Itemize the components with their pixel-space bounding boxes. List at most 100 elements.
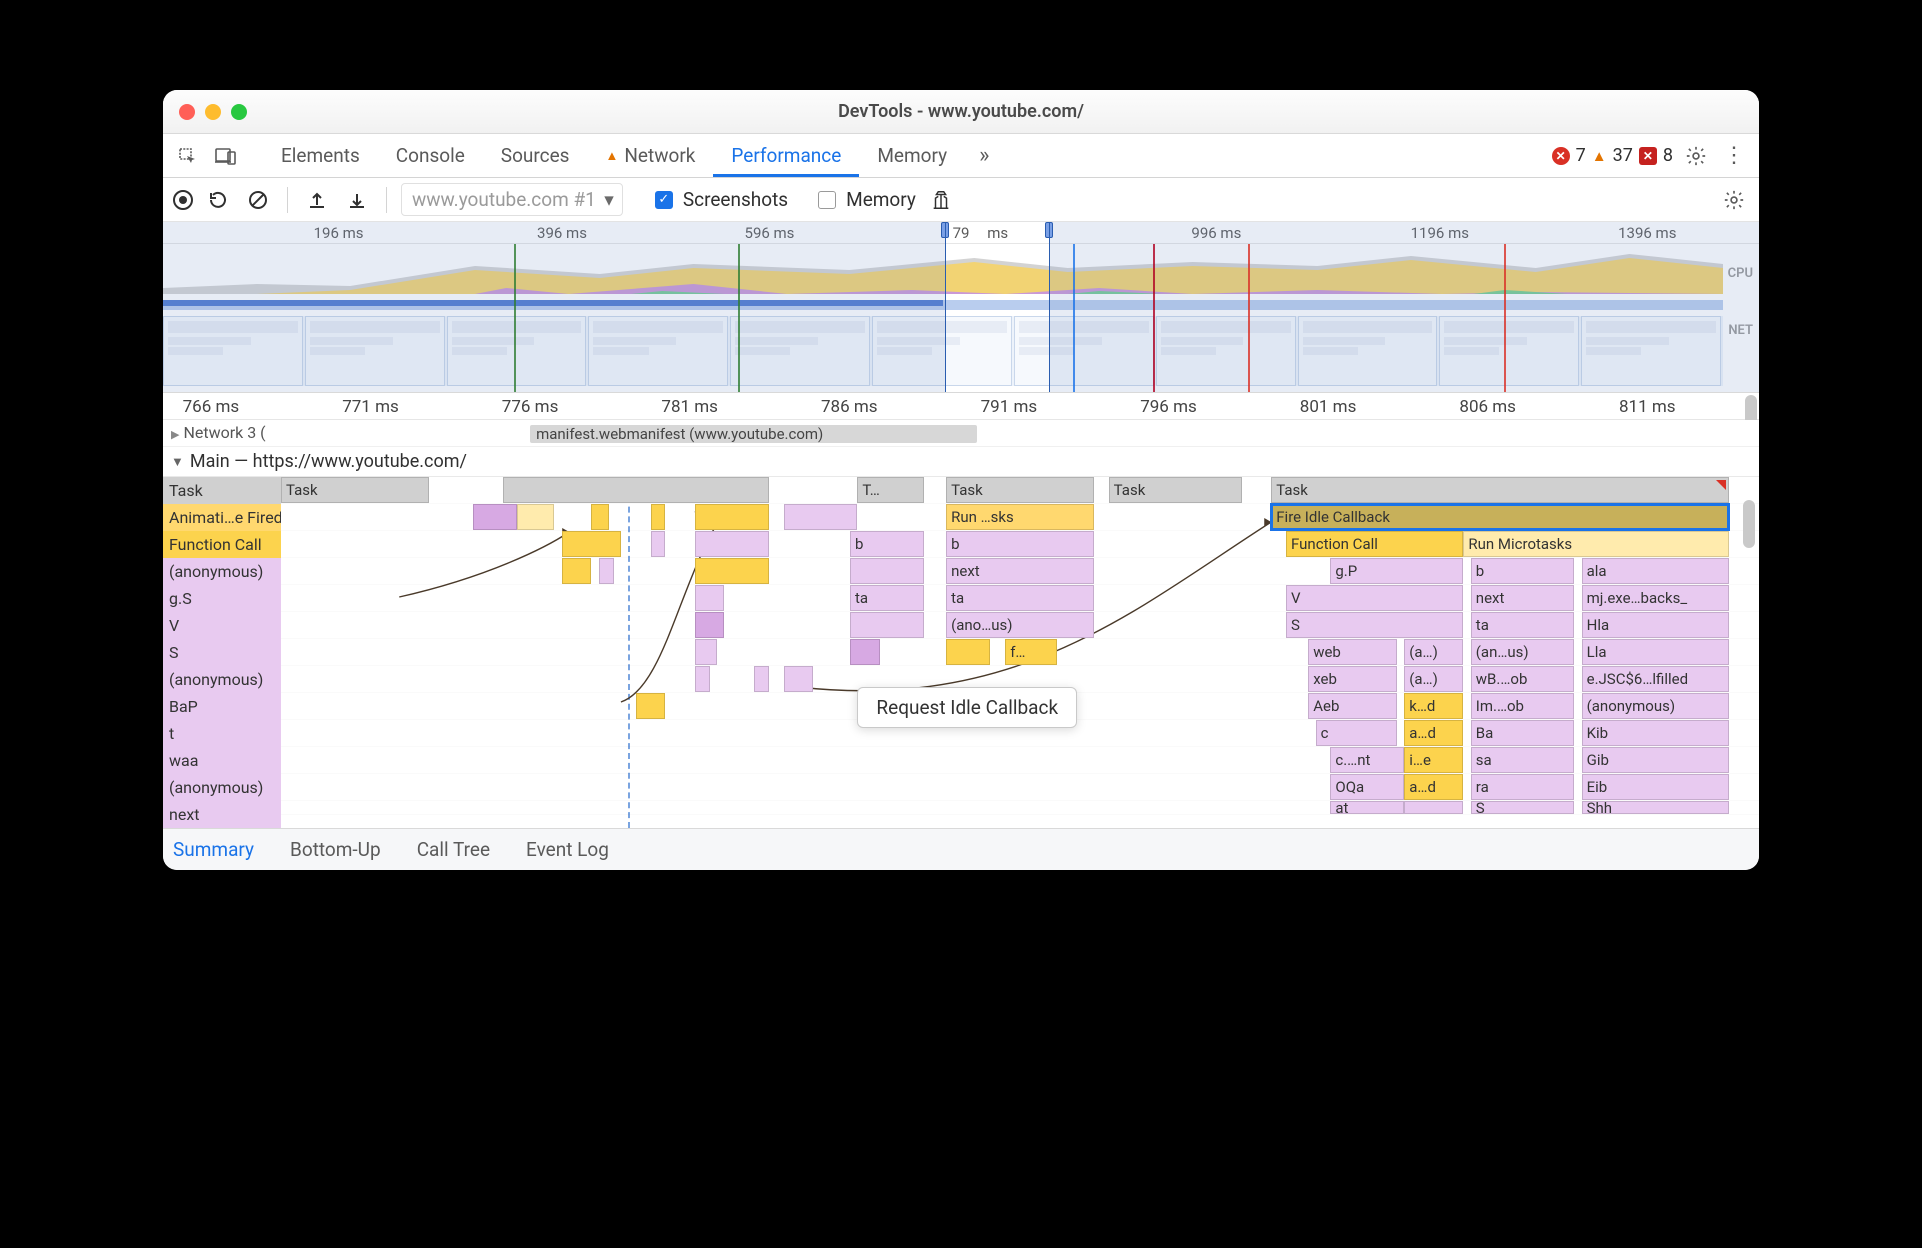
- overview-panel[interactable]: 196 ms396 ms596 ms79ms996 ms1196 ms1396 …: [163, 222, 1759, 392]
- flame-block[interactable]: Lla: [1582, 639, 1730, 665]
- flame-block[interactable]: (an…us): [1471, 639, 1574, 665]
- flame-block[interactable]: [695, 612, 725, 638]
- flame-block[interactable]: e.JSC$6…lfilled: [1582, 666, 1730, 692]
- flame-block[interactable]: f…: [1005, 639, 1057, 665]
- reload-button[interactable]: [203, 185, 233, 215]
- upload-profile-icon[interactable]: [302, 185, 332, 215]
- flame-block[interactable]: mj.exe…backs_: [1582, 585, 1730, 611]
- download-profile-icon[interactable]: [342, 185, 372, 215]
- flame-block[interactable]: [784, 504, 858, 530]
- flame-block[interactable]: OQa: [1330, 774, 1404, 800]
- flame-block[interactable]: [850, 558, 924, 584]
- capture-settings-icon[interactable]: [1719, 185, 1749, 215]
- tab-memory[interactable]: Memory: [859, 134, 965, 177]
- flame-block[interactable]: Function Call: [1286, 531, 1463, 557]
- flame-block[interactable]: [850, 612, 924, 638]
- record-button[interactable]: [173, 190, 193, 210]
- flame-block[interactable]: Task: [946, 477, 1094, 503]
- flame-block[interactable]: xeb: [1308, 666, 1397, 692]
- garbage-collect-icon[interactable]: [926, 185, 956, 215]
- flame-block[interactable]: ala: [1582, 558, 1730, 584]
- flame-block[interactable]: Aeb: [1308, 693, 1397, 719]
- details-tab-event-log[interactable]: Event Log: [526, 838, 609, 861]
- flame-block[interactable]: [651, 504, 666, 530]
- flame-block[interactable]: Gib: [1582, 747, 1730, 773]
- network-track[interactable]: ▶ Network 3 ( manifest.webmanifest (www.…: [163, 420, 1759, 447]
- memory-checkbox[interactable]: [818, 191, 836, 209]
- details-tab-bottom-up[interactable]: Bottom-Up: [290, 838, 381, 861]
- screenshots-checkbox[interactable]: ✓: [655, 191, 673, 209]
- flame-block[interactable]: a…d: [1404, 774, 1463, 800]
- flame-block[interactable]: g.P: [1330, 558, 1463, 584]
- flame-block[interactable]: at: [1330, 801, 1404, 814]
- maximize-window-button[interactable]: [231, 104, 247, 120]
- flame-block[interactable]: [695, 558, 769, 584]
- flame-block[interactable]: [695, 639, 717, 665]
- flame-block[interactable]: [591, 504, 609, 530]
- flame-block[interactable]: [695, 666, 710, 692]
- flame-block[interactable]: b: [946, 531, 1094, 557]
- flame-block[interactable]: (anonymous): [1582, 693, 1730, 719]
- flame-block[interactable]: [636, 693, 666, 719]
- flame-block[interactable]: Task: [281, 477, 429, 503]
- tab-network[interactable]: Network: [587, 134, 713, 177]
- kebab-menu-icon[interactable]: ⋮: [1719, 141, 1749, 171]
- flame-chart[interactable]: TaskTaskT…TaskTaskTaskAnimati…e FiredRun…: [163, 477, 1759, 828]
- main-thread-header[interactable]: ▼ Main — https://www.youtube.com/: [163, 447, 1759, 477]
- flame-block[interactable]: Run …sks: [946, 504, 1094, 530]
- flame-block[interactable]: Fire Idle Callback: [1271, 504, 1729, 530]
- flame-block[interactable]: Task: [1109, 477, 1242, 503]
- flame-block[interactable]: a…d: [1404, 720, 1463, 746]
- flame-block[interactable]: V: [1286, 585, 1463, 611]
- clear-button[interactable]: [243, 185, 273, 215]
- network-request-chip[interactable]: manifest.webmanifest (www.youtube.com): [530, 425, 977, 443]
- flame-block[interactable]: (a…): [1404, 666, 1463, 692]
- profile-dropdown[interactable]: www.youtube.com #1: [401, 183, 623, 216]
- flame-block[interactable]: [562, 558, 592, 584]
- flame-block[interactable]: sa: [1471, 747, 1574, 773]
- tab-elements[interactable]: Elements: [263, 134, 378, 177]
- tab-performance[interactable]: Performance: [713, 134, 859, 177]
- flame-block[interactable]: S: [1286, 612, 1463, 638]
- details-tab-call-tree[interactable]: Call Tree: [417, 838, 490, 861]
- flame-block[interactable]: web: [1308, 639, 1397, 665]
- flame-block[interactable]: ta: [850, 585, 924, 611]
- flame-block[interactable]: ta: [946, 585, 1094, 611]
- flame-block[interactable]: [1404, 801, 1463, 814]
- flame-block[interactable]: S: [1471, 801, 1574, 814]
- flame-block[interactable]: T…: [857, 477, 924, 503]
- flame-block[interactable]: [695, 585, 725, 611]
- flame-block[interactable]: b: [1471, 558, 1574, 584]
- flame-block[interactable]: b: [850, 531, 924, 557]
- more-tabs-button[interactable]: »: [973, 143, 995, 168]
- flame-block[interactable]: [695, 504, 769, 530]
- inspect-element-icon[interactable]: [173, 141, 203, 171]
- flame-block[interactable]: Task: [1271, 477, 1729, 503]
- flame-block[interactable]: [754, 666, 769, 692]
- settings-icon[interactable]: [1681, 141, 1711, 171]
- close-window-button[interactable]: [179, 104, 195, 120]
- flame-block[interactable]: (a…): [1404, 639, 1463, 665]
- device-toolbar-icon[interactable]: [211, 141, 241, 171]
- flame-block[interactable]: [562, 531, 621, 557]
- minimize-window-button[interactable]: [205, 104, 221, 120]
- flame-block[interactable]: wB.…ob: [1471, 666, 1574, 692]
- flame-block[interactable]: Shh: [1582, 801, 1730, 814]
- tab-sources[interactable]: Sources: [483, 134, 588, 177]
- flame-block[interactable]: Run Microtasks: [1463, 531, 1729, 557]
- flame-block[interactable]: Ba: [1471, 720, 1574, 746]
- flame-block[interactable]: Eib: [1582, 774, 1730, 800]
- flame-block[interactable]: i…e: [1404, 747, 1463, 773]
- flame-block[interactable]: [850, 639, 880, 665]
- flame-block[interactable]: Hla: [1582, 612, 1730, 638]
- detail-ruler[interactable]: 766 ms771 ms776 ms781 ms786 ms791 ms796 …: [163, 392, 1759, 420]
- flame-block[interactable]: [503, 477, 769, 503]
- flame-block[interactable]: [695, 531, 769, 557]
- flame-block[interactable]: ra: [1471, 774, 1574, 800]
- flame-block[interactable]: [946, 639, 990, 665]
- flame-block[interactable]: Im.…ob: [1471, 693, 1574, 719]
- flame-block[interactable]: c.…nt: [1330, 747, 1404, 773]
- flame-block[interactable]: ta: [1471, 612, 1574, 638]
- flame-block[interactable]: k…d: [1404, 693, 1463, 719]
- flame-block[interactable]: [651, 531, 666, 557]
